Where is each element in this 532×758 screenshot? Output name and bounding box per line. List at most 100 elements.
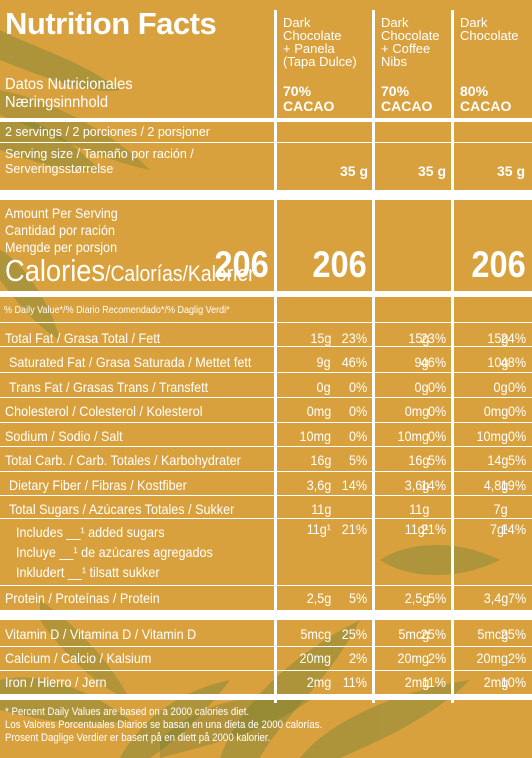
nutrient-6-amount-3: 14g [486,452,508,468]
divider [0,646,532,647]
nutrient-7-amount-2: 3,6g [404,477,429,493]
column-divider-1 [274,10,277,703]
page-title: Nutrition Facts [5,6,217,41]
nutrient-7-amount-3: 4,8g [483,477,508,493]
footnote: * Percent Daily Values are based on a 20… [5,706,323,744]
vitamin-2-percent-1: 2% [348,650,367,666]
divider-medium [0,291,532,297]
subtitle-norwegian: Næringsinnhold [5,94,109,111]
added-sugars-amount-3: 7g¹ [489,521,508,537]
nutrient-1-percent-3: 24% [500,330,526,346]
divider [0,585,532,586]
nutrient-4-amount-1: 0mg [306,403,331,419]
serving-size-value-2: 35 g [417,163,446,179]
divider [0,495,532,496]
nutrient-5-percent-2: 0% [427,428,446,444]
nutrient-label: Trans Fat / Grasas Trans / Transfett [9,379,209,395]
calories-value-1: 206 [214,244,269,285]
nutrient-2-amount-2: 9g [414,354,429,370]
nutrient-2-percent-1: 46% [341,354,367,370]
nutrient-1-amount-1: 15g [309,330,331,346]
vitamin-2-amount-3: 20mg [476,650,508,666]
product-3-cacao: 80% CACAO [460,83,512,114]
nutrient-7-amount-1: 3,6g [306,477,331,493]
nutrient-3-amount-2: 0g [414,379,429,395]
protein-amount-2: 2,5g [404,590,429,606]
added-sugars-label: Includes __¹ added sugars Incluye __¹ de… [16,524,213,580]
vitamin-2-percent-3: 2% [507,650,526,666]
nutrient-4-amount-2: 0mg [404,403,429,419]
divider [0,322,532,323]
nutrient-label: Saturated Fat / Grasa Saturada / Mettet … [9,354,252,370]
nutrient-7-percent-3: 19% [500,477,526,493]
nutrient-5-amount-1: 10mg [299,428,331,444]
calories-value-3: 206 [471,244,526,285]
vitamin-3-percent-3: 10% [500,674,526,690]
nutrient-8-amount-2: 11g [408,501,429,517]
nutrient-6-amount-2: 16g [407,452,429,468]
nutrient-6-amount-1: 16g [309,452,331,468]
product-1-name: Dark Chocolate + Panela (Tapa Dulce) [283,15,357,69]
protein-label: Protein / Proteínas / Protein [5,590,160,606]
protein-percent-1: 5% [348,590,367,606]
product-2-cacao: 70% CACAO [381,83,433,114]
vitamin-1-percent-1: 25% [341,626,367,642]
vitamin-1-percent-2: 25% [420,626,446,642]
nutrient-1-amount-2: 15g [407,330,429,346]
vitamin-3-percent-1: 11% [342,674,367,690]
nutrient-5-amount-2: 10mg [397,428,429,444]
vitamin-1-amount-2: 5mcg [398,626,429,642]
divider [0,471,532,472]
nutrient-5-amount-3: 10mg [476,428,508,444]
divider [0,518,532,519]
divider [0,397,532,398]
nutrient-3-amount-1: 0g [316,379,331,395]
protein-amount-3: 3,4g [483,590,508,606]
divider [0,142,532,143]
added-sugars-amount-1: 11g¹ [306,521,331,537]
vitamin-1-amount-1: 5mcg [300,626,331,642]
nutrient-2-amount-1: 9g [316,354,331,370]
vitamin-1-amount-3: 5mcg [477,626,508,642]
protein-amount-1: 2,5g [306,590,331,606]
nutrient-4-amount-3: 0mg [483,403,508,419]
nutrient-2-percent-2: 46% [420,354,446,370]
protein-percent-2: 5% [427,590,446,606]
calories-label: Calories/Calorías/Kalorier [5,253,255,288]
calories-value-2: 206 [312,244,367,285]
nutrient-label: Dietary Fiber / Fibras / Kostfiber [9,477,187,493]
nutrient-8-amount-1: 11g [310,501,331,517]
nutrient-4-percent-2: 0% [427,403,446,419]
nutrient-7-percent-1: 14% [341,477,367,493]
divider [0,372,532,373]
divider-medium [0,694,532,700]
nutrient-6-percent-2: 5% [427,452,446,468]
product-1-cacao: 70% CACAO [283,83,335,114]
column-divider-2 [372,10,375,703]
added-sugars-percent-2: 21% [420,521,446,537]
product-3-name: Dark Chocolate [460,15,519,43]
serving-size-label: Serving size / Tamaño por ración / Serve… [5,147,194,176]
nutrient-6-percent-3: 5% [507,452,526,468]
nutrient-3-percent-2: 0% [427,379,446,395]
added-sugars-percent-3: 14% [500,521,526,537]
nutrient-6-percent-1: 5% [348,452,367,468]
nutrient-label: Total Fat / Grasa Total / Fett [5,330,161,346]
nutrient-8-amount-3: 7g [493,501,508,517]
nutrient-1-amount-3: 15g [486,330,508,346]
nutrient-3-percent-3: 0% [507,379,526,395]
nutrient-3-percent-1: 0% [348,379,367,395]
nutrient-1-percent-2: 23% [420,330,446,346]
nutrient-label: Total Carb. / Carb. Totales / Karbohydra… [5,452,241,468]
nutrient-3-amount-3: 0g [493,379,508,395]
nutrient-5-percent-1: 0% [348,428,367,444]
added-sugars-percent-1: 21% [341,521,367,537]
vitamin-2-percent-2: 2% [427,650,446,666]
nutrient-5-percent-3: 0% [507,428,526,444]
nutrient-2-percent-3: 48% [500,354,526,370]
vitamin-2-amount-1: 20mg [299,650,331,666]
serving-size-value-3: 35 g [496,163,525,179]
vitamin-3-percent-2: 11% [421,674,446,690]
